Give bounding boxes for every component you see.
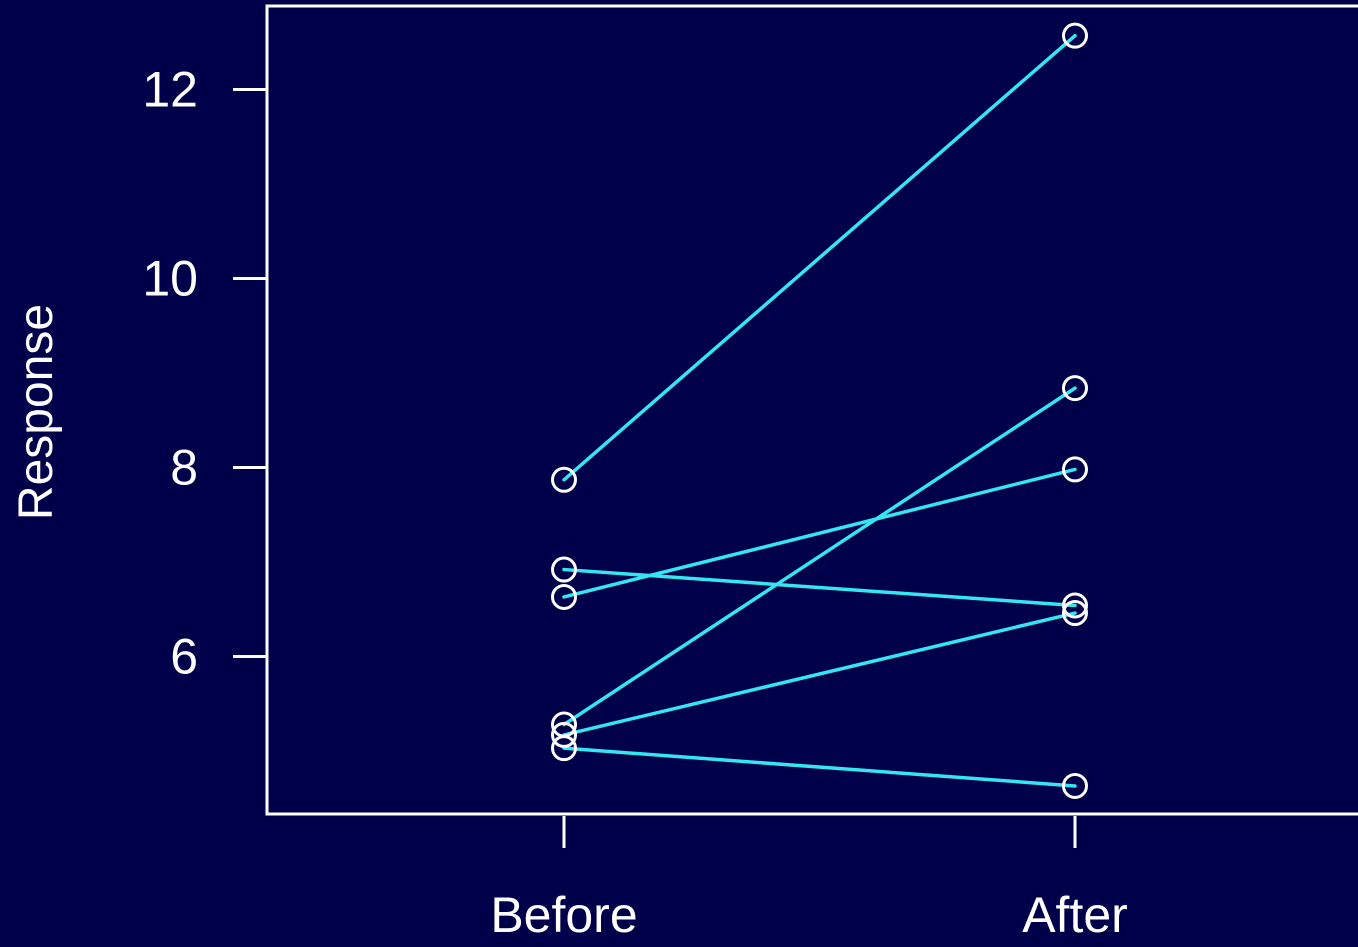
before-point — [551, 466, 577, 493]
before-point — [551, 583, 577, 610]
y-axis: 6 8 10 12 — [142, 62, 267, 685]
after-point — [1062, 375, 1088, 402]
before-point — [551, 735, 577, 762]
x-axis: Before After — [490, 816, 1128, 943]
pair-line — [562, 467, 1077, 599]
after-point — [1062, 592, 1088, 619]
y-axis-title: Response — [10, 304, 63, 520]
y-tick-label: 10 — [142, 251, 198, 307]
y-tick-label: 12 — [142, 62, 198, 118]
before-point — [551, 721, 577, 748]
series-lines — [562, 33, 1077, 788]
plot-border — [265, 4, 1358, 816]
before-point — [551, 556, 577, 583]
x-category-label: Before — [490, 887, 637, 942]
x-category-label: After — [1022, 887, 1128, 942]
after-point — [1062, 22, 1088, 49]
pair-line — [562, 746, 1077, 788]
plot-frame — [265, 4, 1358, 816]
pair-line — [562, 386, 1077, 727]
y-tick-label: 8 — [170, 440, 198, 496]
after-point — [1062, 456, 1088, 483]
pair-line — [562, 33, 1077, 482]
after-point — [1062, 772, 1088, 799]
y-tick-label: 6 — [170, 629, 198, 685]
after-point — [1062, 600, 1088, 627]
series-points — [551, 22, 1088, 799]
pair-line — [562, 611, 1077, 737]
